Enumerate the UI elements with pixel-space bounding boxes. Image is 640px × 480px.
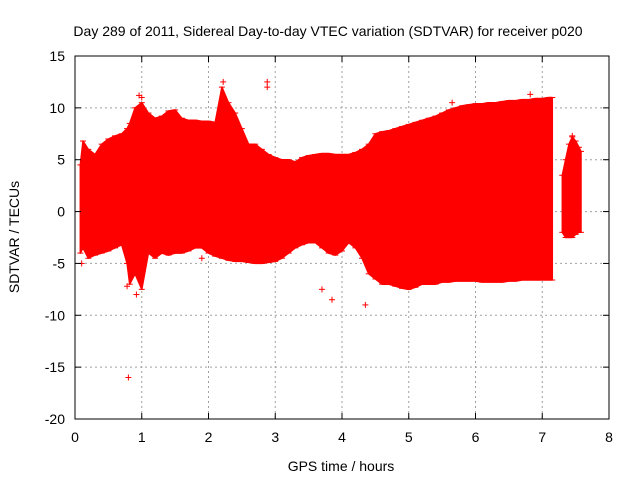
x-tick-label: 3	[271, 429, 279, 445]
y-tick-label: -15	[45, 359, 65, 375]
y-tick-label: 10	[49, 100, 65, 116]
data-envelope-main	[79, 86, 554, 291]
y-tick-label: 15	[49, 48, 65, 64]
y-tick-label: -5	[53, 255, 66, 271]
x-tick-label: 8	[605, 429, 613, 445]
axis-ticks: 0 1 2 3 4 5 6 7 8 -20 -15 -10 -5 0 5 10 15	[45, 48, 613, 445]
x-tick-label: 4	[338, 429, 346, 445]
x-tick-label: 7	[538, 429, 546, 445]
x-tick-label: 1	[138, 429, 146, 445]
data-series-sdtvar	[77, 78, 584, 381]
y-tick-label: -20	[45, 411, 65, 427]
y-tick-label: 0	[57, 204, 65, 220]
chart-title: Day 289 of 2011, Sidereal Day-to-day VTE…	[73, 23, 582, 39]
x-axis-label: GPS time / hours	[288, 458, 395, 474]
data-envelope-secondary	[561, 136, 582, 239]
x-tick-label: 2	[205, 429, 213, 445]
x-tick-label: 5	[405, 429, 413, 445]
y-axis-label: SDTVAR / TECUs	[6, 181, 22, 293]
y-tick-label: -10	[45, 307, 65, 323]
x-tick-label: 6	[472, 429, 480, 445]
y-tick-label: 5	[57, 152, 65, 168]
x-tick-label: 0	[71, 429, 79, 445]
